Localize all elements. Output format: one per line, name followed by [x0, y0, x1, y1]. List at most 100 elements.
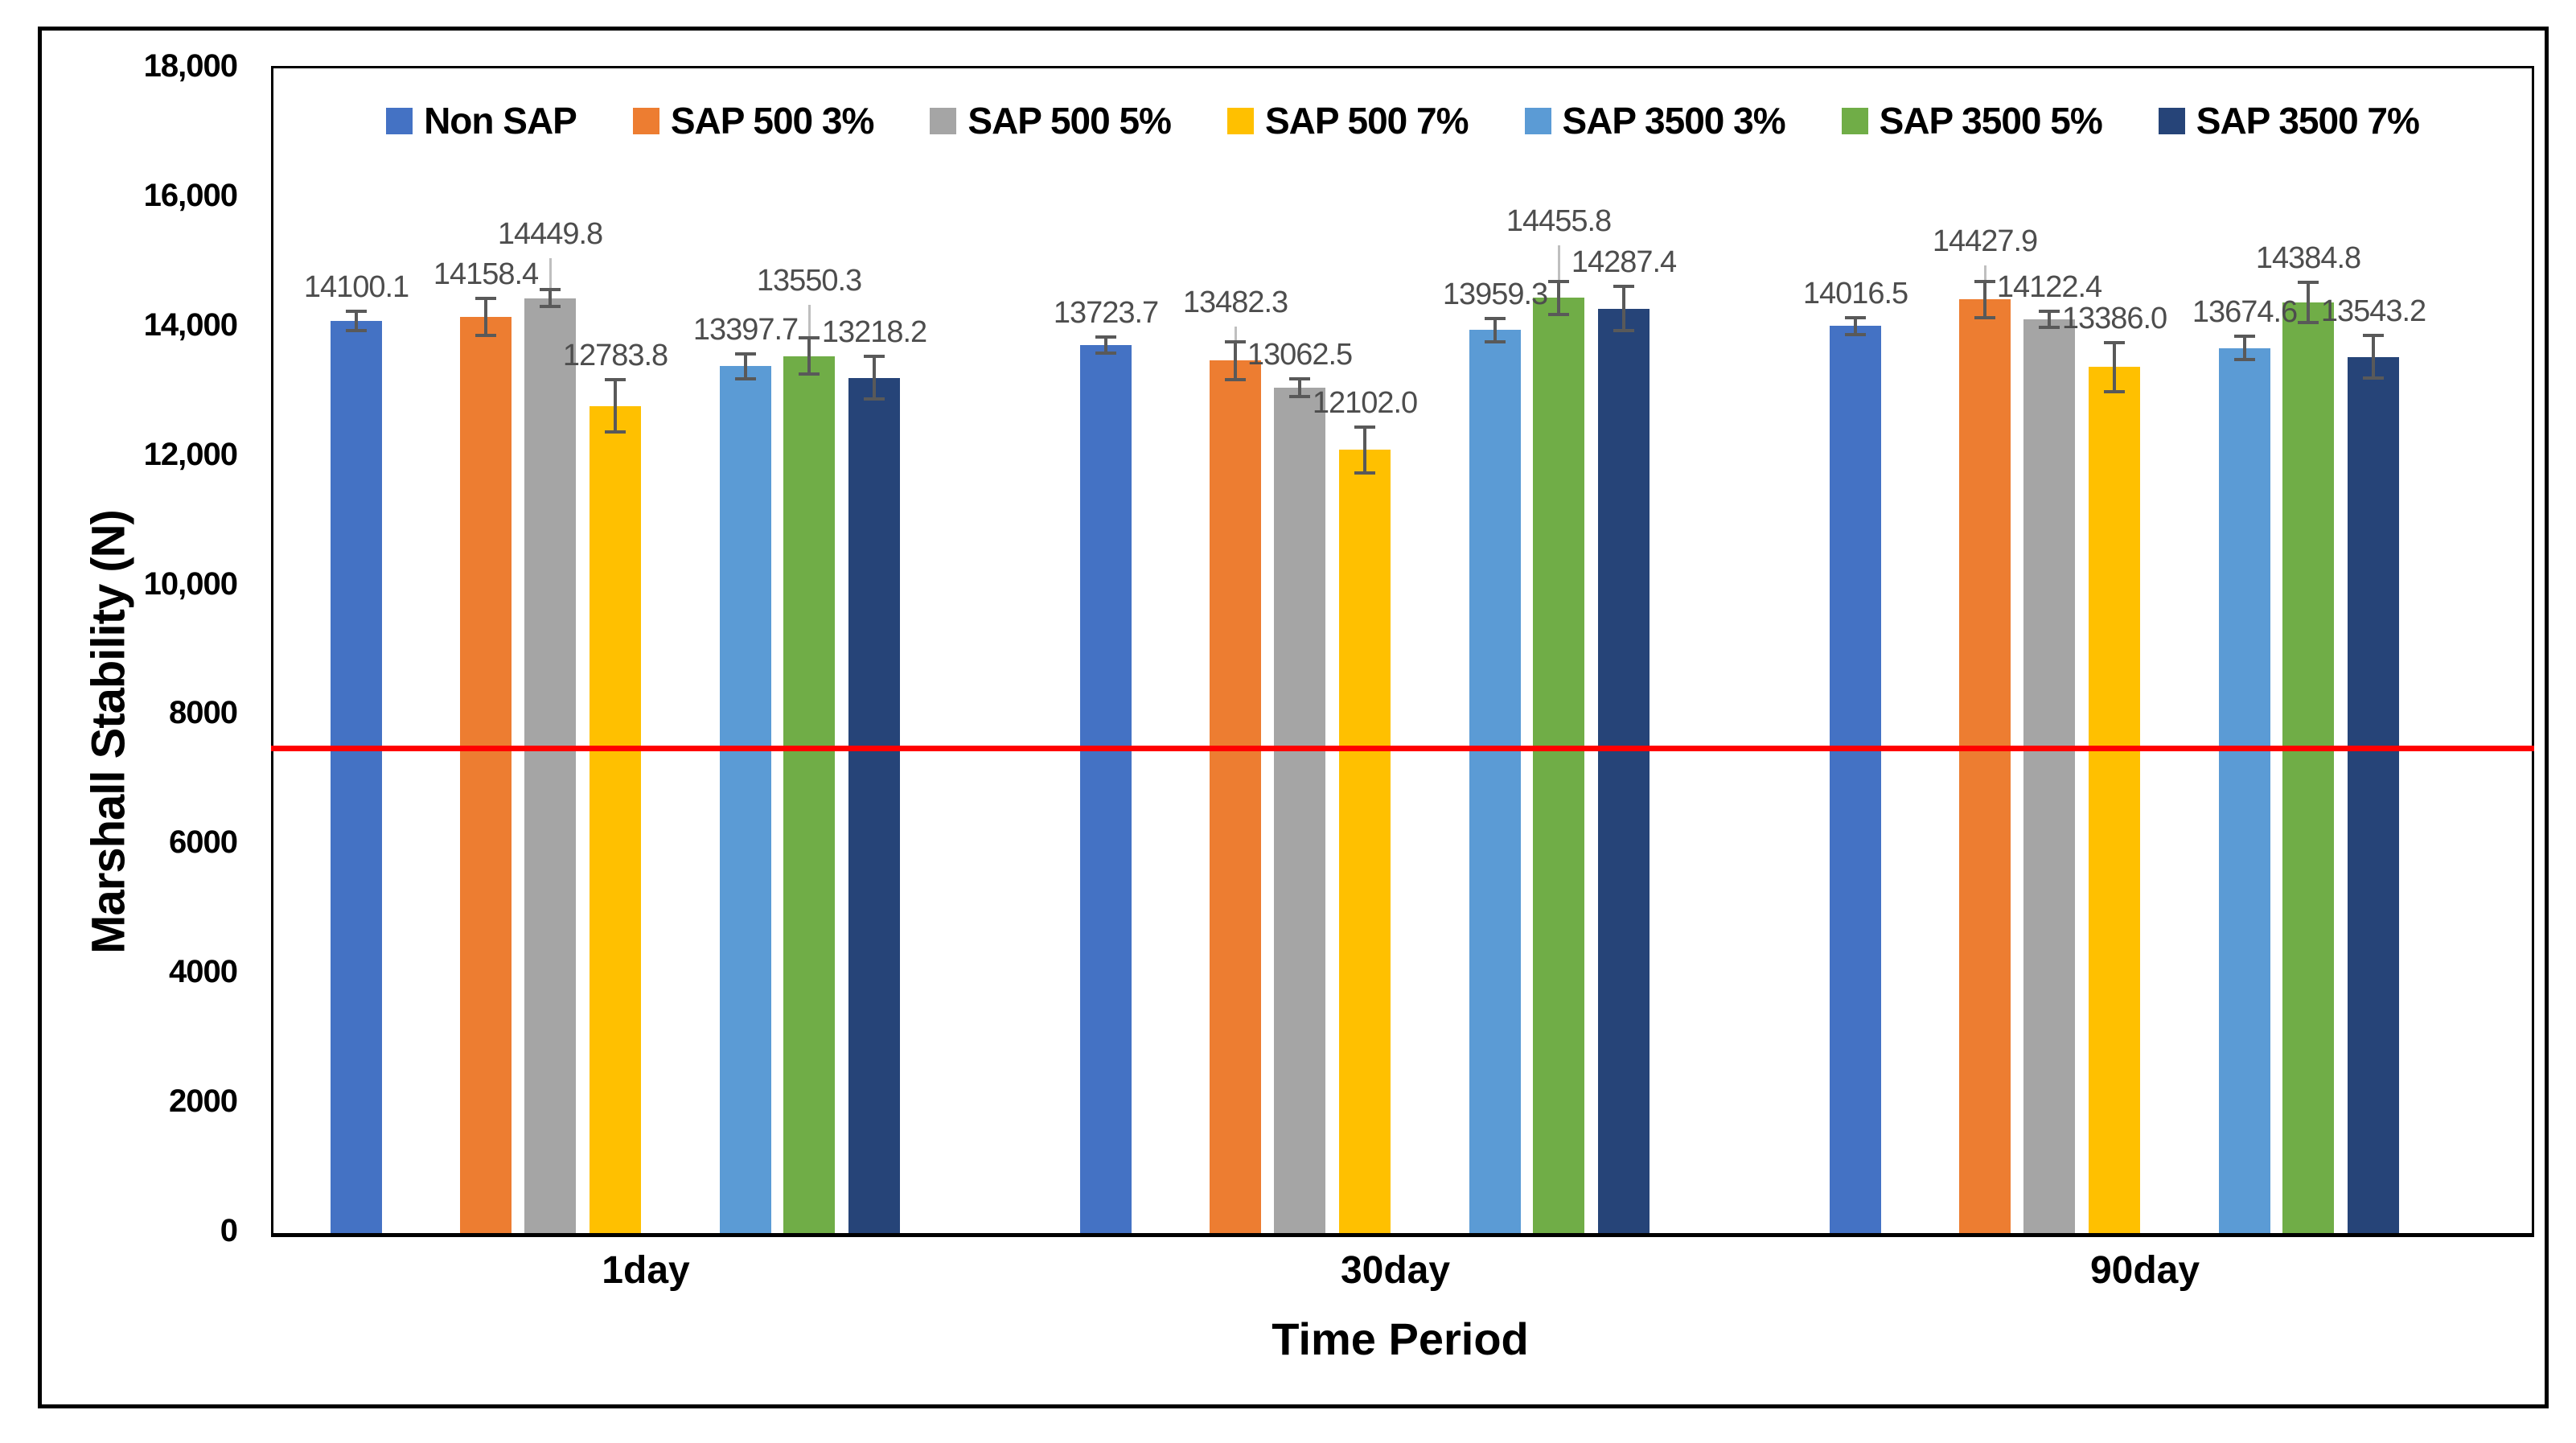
legend-swatch-icon — [1524, 107, 1551, 134]
bar — [1598, 308, 1650, 1233]
error-bar-cap — [605, 378, 626, 382]
error-bar-cap — [2363, 333, 2384, 337]
bar — [2282, 302, 2334, 1233]
data-label: 14122.4 — [1996, 269, 2102, 304]
error-bar-cap — [2298, 280, 2319, 284]
legend-label: SAP 3500 5% — [1879, 100, 2103, 142]
legend-item: SAP 3500 3% — [1524, 99, 1786, 142]
error-bar — [1557, 281, 1560, 314]
error-bar-cap — [475, 334, 496, 338]
legend-label: SAP 500 7% — [1264, 100, 1469, 142]
y-tick-label: 2000 — [169, 1083, 238, 1120]
error-bar — [1234, 342, 1237, 380]
legend-item: SAP 500 7% — [1226, 99, 1469, 142]
bar — [590, 405, 641, 1233]
legend-swatch-icon — [1226, 107, 1254, 134]
data-label: 14287.4 — [1571, 245, 1677, 280]
error-bar — [1104, 336, 1107, 354]
error-bar-cap — [1613, 329, 1634, 332]
error-bar — [2113, 342, 2116, 392]
data-label: 13674.6 — [2192, 295, 2298, 330]
legend-item: Non SAP — [386, 99, 577, 142]
bar — [1959, 299, 2011, 1233]
legend: Non SAP SAP 500 3% SAP 500 5% SAP 500 7% SAP… — [273, 99, 2532, 142]
bar — [1210, 360, 1261, 1233]
error-bar — [873, 356, 876, 400]
error-bar-cap — [1289, 395, 1310, 399]
error-bar-cap — [2234, 358, 2255, 362]
data-label: 14158.4 — [433, 257, 539, 291]
error-bar-cap — [2039, 325, 2060, 329]
error-bar-cap — [799, 336, 820, 340]
error-bar — [1363, 426, 1366, 474]
bar — [460, 317, 512, 1233]
y-tick-label: 4000 — [169, 954, 238, 990]
error-bar — [614, 380, 617, 432]
legend-swatch-icon — [632, 107, 659, 134]
legend-swatch-icon — [2158, 107, 2185, 134]
error-bar-cap — [1974, 315, 1995, 319]
error-bar-cap — [864, 397, 885, 401]
error-bar-cap — [346, 328, 367, 332]
bar — [1533, 298, 1584, 1233]
error-bar — [807, 338, 811, 375]
error-bar-cap — [1225, 340, 1246, 344]
error-bar-cap — [1845, 315, 1866, 319]
data-label: 13550.3 — [756, 264, 862, 298]
legend-swatch-icon — [386, 107, 413, 134]
x-category-label: 90day — [2089, 1249, 2200, 1292]
bar — [2348, 356, 2399, 1233]
error-bar-tail — [548, 257, 552, 307]
data-label: 12783.8 — [562, 339, 668, 373]
legend-item: SAP 3500 7% — [2158, 99, 2420, 142]
error-bar-cap — [2234, 335, 2255, 339]
bar — [720, 366, 771, 1233]
bar — [524, 298, 576, 1233]
legend-label: SAP 3500 7% — [2196, 100, 2420, 142]
y-tick-label: 10,000 — [143, 565, 238, 602]
error-bar-cap — [2298, 320, 2319, 324]
error-bar-cap — [735, 352, 756, 356]
error-bar-cap — [1548, 312, 1569, 316]
error-bar-cap — [475, 296, 496, 300]
error-bar — [1298, 378, 1301, 397]
legend-item: SAP 500 3% — [632, 99, 875, 142]
legend-label: SAP 500 3% — [670, 100, 875, 142]
error-bar — [1854, 317, 1857, 335]
error-bar-cap — [1095, 335, 1116, 339]
error-bar — [1493, 318, 1497, 342]
error-bar — [2243, 336, 2246, 360]
error-bar — [744, 353, 747, 379]
error-bar-cap — [1095, 352, 1116, 356]
data-label: 14449.8 — [497, 216, 603, 251]
error-bar-cap — [1974, 279, 1995, 283]
data-label: 14455.8 — [1506, 204, 1612, 238]
y-tick-label: 16,000 — [143, 177, 238, 213]
reference-line — [271, 745, 2534, 751]
y-tick-label: 8000 — [169, 695, 238, 731]
error-bar-cap — [864, 355, 885, 359]
y-tick-label: 12,000 — [143, 436, 238, 472]
bar — [2089, 367, 2140, 1233]
error-bar-cap — [540, 305, 561, 309]
data-label: 13482.3 — [1182, 285, 1288, 319]
bar — [783, 356, 835, 1233]
x-axis-title: Time Period — [1272, 1314, 1529, 1364]
data-label: 13959.3 — [1442, 277, 1548, 311]
plot-area: Non SAP SAP 500 3% SAP 500 5% SAP 500 7% SAP… — [271, 66, 2534, 1237]
error-bar — [2307, 282, 2310, 323]
error-bar-cap — [1613, 285, 1634, 289]
legend-label: Non SAP — [424, 100, 577, 142]
y-tick-label: 0 — [220, 1213, 238, 1248]
data-label: 13062.5 — [1247, 337, 1353, 372]
error-bar — [1622, 286, 1625, 331]
data-label: 13543.2 — [2320, 294, 2426, 328]
data-label: 12102.0 — [1312, 385, 1418, 420]
legend-label: SAP 500 5% — [968, 100, 1172, 142]
data-label: 14427.9 — [1932, 224, 2038, 258]
error-bar-cap — [1225, 377, 1246, 381]
error-bar-cap — [1485, 339, 1506, 343]
data-label: 14384.8 — [2255, 240, 2361, 275]
error-bar-cap — [2039, 309, 2060, 313]
x-category-label: 1day — [602, 1249, 690, 1292]
